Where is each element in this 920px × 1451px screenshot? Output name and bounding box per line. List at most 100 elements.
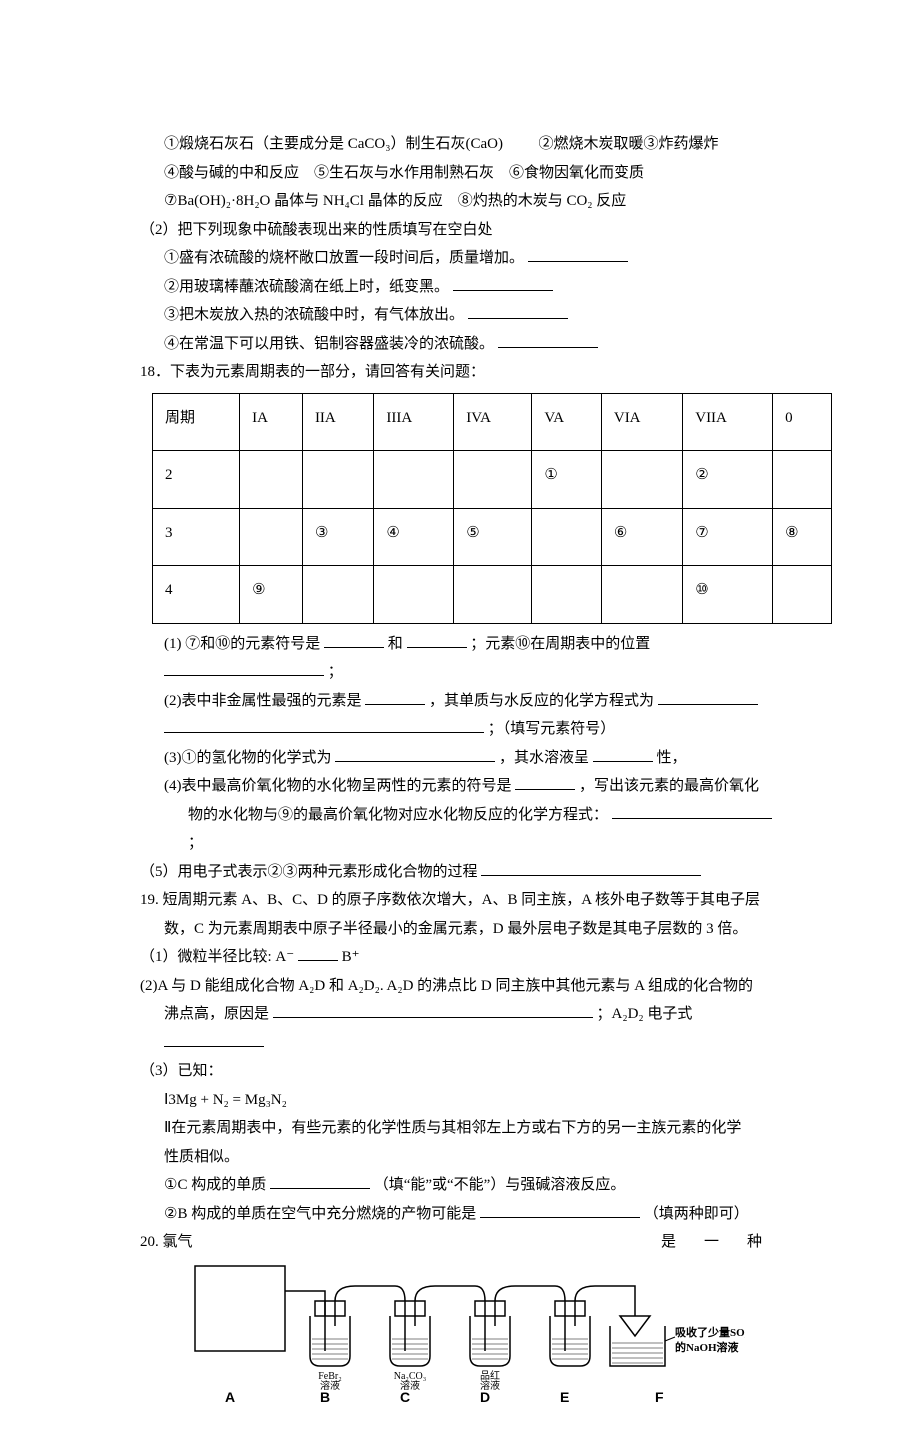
- blank: [593, 747, 653, 762]
- q2-3: ③把木炭放入热的浓硫酸中时，有气体放出。: [140, 301, 790, 330]
- label-a: A: [225, 1384, 235, 1411]
- q19-3iib: 性质相似。: [140, 1143, 790, 1172]
- blank: [515, 775, 575, 790]
- text: ②B 构成的单质在空气中充分燃烧的产物可能是: [164, 1206, 476, 1222]
- td: ⑤: [454, 508, 532, 566]
- td: ④: [374, 508, 454, 566]
- text: ；: [328, 664, 343, 680]
- th: IIA: [302, 393, 373, 451]
- text: ①煅烧石灰石（主要成分是 CaCO₃）制生石灰(CaO): [164, 136, 503, 152]
- td: [374, 566, 454, 624]
- q18-4b: 物的水化物与⑨的最高价氧化物对应水化物反应的化学方程式： ；: [140, 801, 790, 858]
- text: ③把木炭放入热的浓硫酸中时，有气体放出。: [164, 307, 464, 323]
- page-container: ①煅烧石灰石（主要成分是 CaCO₃）制生石灰(CaO) ②燃烧木炭取暖③炸药爆…: [0, 0, 920, 1451]
- blank: [612, 804, 772, 819]
- text: ；A₂D₂ 电子式: [597, 1006, 693, 1022]
- blank: [324, 633, 384, 648]
- th: IIIA: [374, 393, 454, 451]
- label-f: F: [655, 1384, 664, 1411]
- td: [532, 566, 602, 624]
- q2-1: ①盛有浓硫酸的烧杯敞口放置一段时间后，质量增加。: [140, 244, 790, 273]
- text: (4)表中最高价氧化物的水化物呈两性的元素的符号是: [164, 778, 512, 794]
- text: ；（填写元素符号）: [488, 721, 616, 737]
- td: ①: [532, 451, 602, 509]
- th: VIIA: [683, 393, 773, 451]
- text: ⑦Ba(OH)₂·8H₂O 晶体与 NH₄Cl 晶体的反应 ⑧灼热的木炭与 CO…: [164, 193, 626, 209]
- td: 4: [153, 566, 240, 624]
- blank: [468, 304, 568, 319]
- text: 性，: [657, 750, 687, 766]
- text: ；元素⑩在周期表中的位置: [470, 636, 650, 652]
- td: 2: [153, 451, 240, 509]
- text: 数，C 为元素周期表中原子半径最小的金属元素，D 最外层电子数是其电子层数的 3…: [164, 921, 747, 937]
- blank: [335, 747, 495, 762]
- q20-line: 20. 氯气 是一种: [140, 1228, 790, 1257]
- q2-4: ④在常温下可以用铁、铝制容器盛装冷的浓硫酸。: [140, 330, 790, 359]
- text: 沸点高，原因是: [164, 1006, 269, 1022]
- label-b: B: [320, 1384, 330, 1411]
- text: (3)①的氢化物的化学式为: [164, 750, 332, 766]
- q18-4: (4)表中最高价氧化物的水化物呈两性的元素的符号是 ，写出该元素的最高价氧化: [140, 772, 790, 801]
- q18: 18．下表为元素周期表的一部分，请回答有关问题：: [140, 358, 790, 387]
- apparatus-diagram: FeBr₂ 溶液 Na₂CO₃ 溶液 品红 溶液 吸收了少量SO₂ 的NaOH溶…: [185, 1261, 745, 1411]
- td: ⑧: [773, 508, 832, 566]
- text: 20. 氯气: [140, 1228, 193, 1257]
- td: [773, 566, 832, 624]
- q19-2b: 沸点高，原因是 ；A₂D₂ 电子式: [140, 1000, 790, 1057]
- text: 18．下表为元素周期表的一部分，请回答有关问题：: [140, 364, 485, 380]
- td: [374, 451, 454, 509]
- td: [601, 566, 682, 624]
- th: IVA: [454, 393, 532, 451]
- text: （2）把下列现象中硫酸表现出来的性质填写在空白处: [140, 222, 493, 238]
- text: Ⅱ在元素周期表中，有些元素的化学性质与其相邻左上方或右下方的另一主族元素的化学: [164, 1120, 741, 1136]
- svg-text:吸收了少量SO₂: 吸收了少量SO₂: [675, 1325, 745, 1339]
- table-header-row: 周期 IA IIA IIIA IVA VA VIA VIIA 0: [153, 393, 832, 451]
- blank: [298, 946, 338, 961]
- text: （3）已知：: [140, 1063, 223, 1079]
- text: ，其单质与水反应的化学方程式为: [429, 693, 658, 709]
- text: ，写出该元素的最高价氧化: [579, 778, 759, 794]
- blank: [498, 333, 598, 348]
- text: ；: [188, 835, 203, 851]
- td: [532, 508, 602, 566]
- q19-3ii: Ⅱ在元素周期表中，有些元素的化学性质与其相邻左上方或右下方的另一主族元素的化学: [140, 1114, 790, 1143]
- blank: [164, 661, 324, 676]
- q19-3: （3）已知：: [140, 1057, 790, 1086]
- text: 和: [388, 636, 403, 652]
- td: [302, 451, 373, 509]
- item-3: ⑦Ba(OH)₂·8H₂O 晶体与 NH₄Cl 晶体的反应 ⑧灼热的木炭与 CO…: [140, 187, 790, 216]
- label-e: E: [560, 1384, 569, 1411]
- text: (2)表中非金属性最强的元素是: [164, 693, 362, 709]
- th: IA: [240, 393, 303, 451]
- table-row: 3 ③ ④ ⑤ ⑥ ⑦ ⑧: [153, 508, 832, 566]
- blank: [164, 1032, 264, 1047]
- blank: [453, 276, 553, 291]
- text: ④在常温下可以用铁、铝制容器盛装冷的浓硫酸。: [164, 336, 494, 352]
- blank: [164, 718, 484, 733]
- q18-1: (1) ⑦和⑩的元素符号是 和 ；元素⑩在周期表中的位置 ；: [140, 630, 790, 687]
- apparatus-svg: FeBr₂ 溶液 Na₂CO₃ 溶液 品红 溶液 吸收了少量SO₂ 的NaOH溶…: [185, 1261, 745, 1391]
- q18-3: (3)①的氢化物的化学式为 ，其水溶液呈 性，: [140, 744, 790, 773]
- text: Ⅰ3Mg + N₂ = Mg₃N₂: [164, 1092, 287, 1108]
- q18-5: （5）用电子式表示②③两种元素形成化合物的过程: [140, 858, 790, 887]
- text: ①盛有浓硫酸的烧杯敞口放置一段时间后，质量增加。: [164, 250, 524, 266]
- q18-2b: ；（填写元素符号）: [140, 715, 790, 744]
- td: ⑥: [601, 508, 682, 566]
- th: VA: [532, 393, 602, 451]
- periodic-table: 周期 IA IIA IIIA IVA VA VIA VIIA 0 2 ① ②: [152, 393, 832, 624]
- blank: [658, 690, 758, 705]
- td: ⑨: [240, 566, 303, 624]
- td: [454, 566, 532, 624]
- blank: [273, 1003, 593, 1018]
- td: [302, 566, 373, 624]
- text: ①C 构成的单质: [164, 1177, 266, 1193]
- td: [773, 451, 832, 509]
- td: ⑩: [683, 566, 773, 624]
- text: （填“能”或“不能”）与强碱溶液反应。: [374, 1177, 626, 1193]
- td: 3: [153, 508, 240, 566]
- td: [454, 451, 532, 509]
- q19-3-2: ②B 构成的单质在空气中充分燃烧的产物可能是 （填两种即可）: [140, 1200, 790, 1229]
- blank: [270, 1174, 370, 1189]
- text: ②燃烧木炭取暖③炸药爆炸: [538, 136, 718, 152]
- section-2: （2）把下列现象中硫酸表现出来的性质填写在空白处: [140, 216, 790, 245]
